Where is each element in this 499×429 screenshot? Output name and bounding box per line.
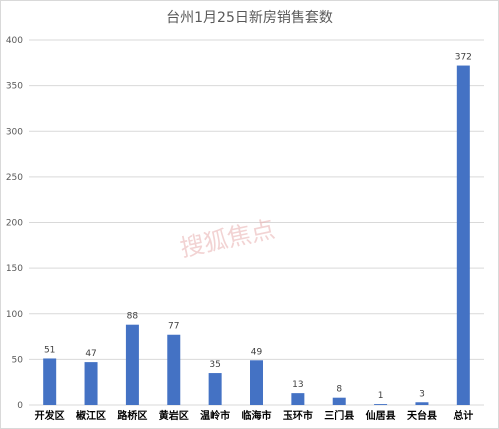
category-label-路桥区: 路桥区	[117, 409, 147, 422]
data-label-天台县: 3	[419, 389, 425, 399]
y-tick-label: 0	[17, 401, 23, 411]
bars	[43, 65, 470, 406]
y-tick-label: 400	[6, 36, 23, 46]
bar-路桥区	[125, 324, 139, 405]
y-tick-label: 50	[12, 355, 24, 365]
data-label-临海市: 49	[251, 347, 263, 357]
chart-title: 台州1月25日新房销售套数	[166, 10, 333, 26]
y-tick-label: 150	[6, 264, 23, 274]
bar-仙居县	[374, 404, 388, 405]
category-label-椒江区: 椒江区	[76, 409, 106, 422]
bar-临海市	[250, 360, 263, 405]
y-tick-label: 250	[6, 173, 23, 183]
category-label-温岭市: 温岭市	[200, 409, 230, 422]
data-label-黄岩区: 77	[168, 322, 179, 332]
bar-温岭市	[208, 373, 222, 405]
category-label-开发区: 开发区	[35, 409, 65, 422]
data-label-总计: 372	[455, 53, 472, 63]
bar-开发区	[43, 358, 57, 405]
y-tick-label: 100	[6, 310, 23, 320]
category-labels: 开发区 椒江区 路桥区 黄岩区 温岭市 临海市 玉环市 三门县 仙居县 天台县 总计	[35, 409, 474, 422]
category-label-仙居县: 仙居县	[366, 409, 396, 422]
bar-椒江区	[84, 362, 98, 405]
category-label-黄岩区: 黄岩区	[159, 409, 189, 422]
category-label-总计: 总计	[453, 409, 473, 422]
data-label-温岭市: 35	[209, 360, 220, 370]
y-tick-label: 300	[6, 127, 23, 137]
category-label-天台县: 天台县	[407, 409, 437, 422]
bar-总计	[456, 65, 470, 406]
bar-天台县	[415, 402, 429, 405]
data-label-椒江区: 47	[85, 349, 96, 359]
category-label-三门县: 三门县	[324, 409, 354, 422]
y-axis-ticks: 0 50 100 150 200 250 300 350 400	[6, 36, 23, 411]
data-label-开发区: 51	[44, 345, 55, 355]
bar-三门县	[332, 397, 346, 405]
bar-黄岩区	[167, 334, 181, 405]
category-label-临海市: 临海市	[242, 409, 272, 422]
data-label-三门县: 8	[336, 385, 342, 395]
data-label-仙居县: 1	[378, 391, 384, 401]
y-tick-label: 350	[6, 82, 23, 92]
y-tick-label: 200	[6, 219, 23, 229]
data-label-路桥区: 88	[127, 312, 139, 322]
category-label-玉环市: 玉环市	[283, 409, 313, 422]
data-label-玉环市: 13	[292, 380, 303, 390]
bar-玉环市	[291, 393, 305, 405]
